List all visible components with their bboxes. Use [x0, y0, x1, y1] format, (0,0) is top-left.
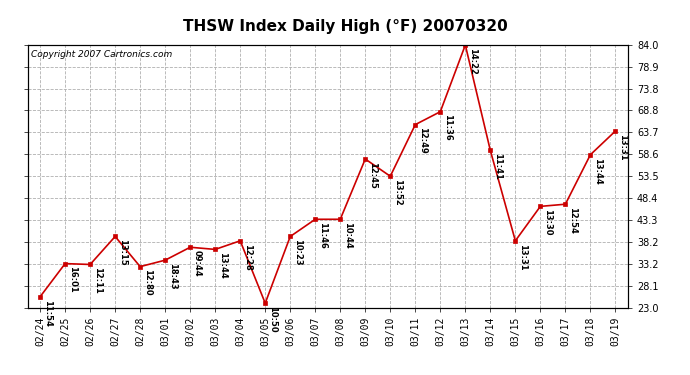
Text: 10:50: 10:50 [268, 306, 277, 333]
Text: 14:22: 14:22 [468, 48, 477, 75]
Text: 10:23: 10:23 [293, 239, 302, 266]
Text: 16:01: 16:01 [68, 266, 77, 293]
Text: 12:28: 12:28 [243, 244, 252, 270]
Text: 13:31: 13:31 [618, 134, 627, 160]
Text: 13:44: 13:44 [593, 158, 602, 184]
Text: THSW Index Daily High (°F) 20070320: THSW Index Daily High (°F) 20070320 [183, 19, 507, 34]
Text: 11:54: 11:54 [43, 300, 52, 326]
Text: 13:15: 13:15 [118, 239, 127, 266]
Text: 12:11: 12:11 [93, 267, 102, 294]
Text: 09:44: 09:44 [193, 250, 202, 277]
Text: 12:49: 12:49 [418, 128, 427, 154]
Text: 13:31: 13:31 [518, 244, 527, 270]
Text: 18:43: 18:43 [168, 263, 177, 290]
Text: 12:45: 12:45 [368, 162, 377, 189]
Text: Copyright 2007 Cartronics.com: Copyright 2007 Cartronics.com [30, 50, 172, 59]
Text: 12:54: 12:54 [568, 207, 577, 234]
Text: 11:46: 11:46 [318, 222, 327, 249]
Text: 13:30: 13:30 [543, 209, 552, 236]
Text: 11:36: 11:36 [443, 114, 452, 141]
Text: 13:52: 13:52 [393, 179, 402, 206]
Text: 13:44: 13:44 [218, 252, 227, 279]
Text: 10:44: 10:44 [343, 222, 352, 249]
Text: 11:41: 11:41 [493, 153, 502, 180]
Text: 12:80: 12:80 [143, 269, 152, 296]
